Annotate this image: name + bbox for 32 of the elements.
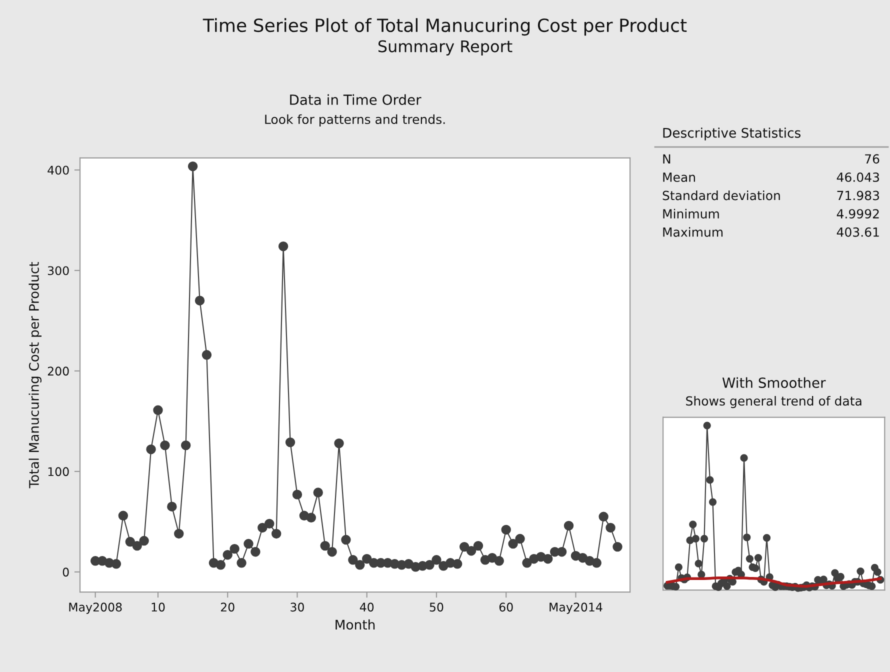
- text: Time Series Plot of Total Manucuring Cost per Product: [202, 18, 687, 36]
- y-tick-label: 200: [48, 366, 69, 376]
- chart-title: Data in Time Order: [290, 94, 422, 106]
- text: 46.043: [836, 172, 879, 182]
- x-tick-label: 20: [220, 602, 234, 612]
- text: Descriptive Statistics: [663, 128, 801, 140]
- x-axis-title: Month: [336, 619, 375, 630]
- chart-title: With Smoother: [722, 377, 826, 388]
- text: Standard deviation: [662, 190, 780, 200]
- text: 76: [865, 154, 880, 164]
- y-tick-label: 400: [48, 166, 69, 175]
- chart-subtitle: Shows general trend of data: [686, 396, 862, 408]
- y-tick-label: 0: [62, 568, 69, 577]
- text: Maximum: [663, 227, 723, 237]
- x-tick-label: 60: [499, 602, 513, 612]
- y-tick-label: 100: [48, 467, 69, 476]
- text: Mean: [663, 172, 695, 182]
- text: Summary Report: [378, 40, 512, 56]
- text: 71.983: [837, 190, 879, 200]
- text: N: [663, 154, 670, 164]
- x-tick-label: 40: [360, 602, 374, 612]
- text: Minimum: [663, 208, 719, 219]
- y-axis-title: Total Manucuring Cost per Product: [28, 262, 42, 488]
- text: 403.61: [836, 227, 879, 237]
- x-tick-label: 50: [430, 602, 444, 612]
- y-tick-label: 300: [48, 266, 69, 276]
- chart-subtitle: Look for patterns and trends.: [265, 114, 445, 126]
- x-tick-label: 10: [152, 602, 165, 612]
- x-tick-label: May2014: [550, 602, 602, 614]
- x-tick-label: May2008: [69, 602, 122, 614]
- x-tick-label: 30: [290, 602, 304, 612]
- text: 4.9992: [836, 209, 879, 219]
